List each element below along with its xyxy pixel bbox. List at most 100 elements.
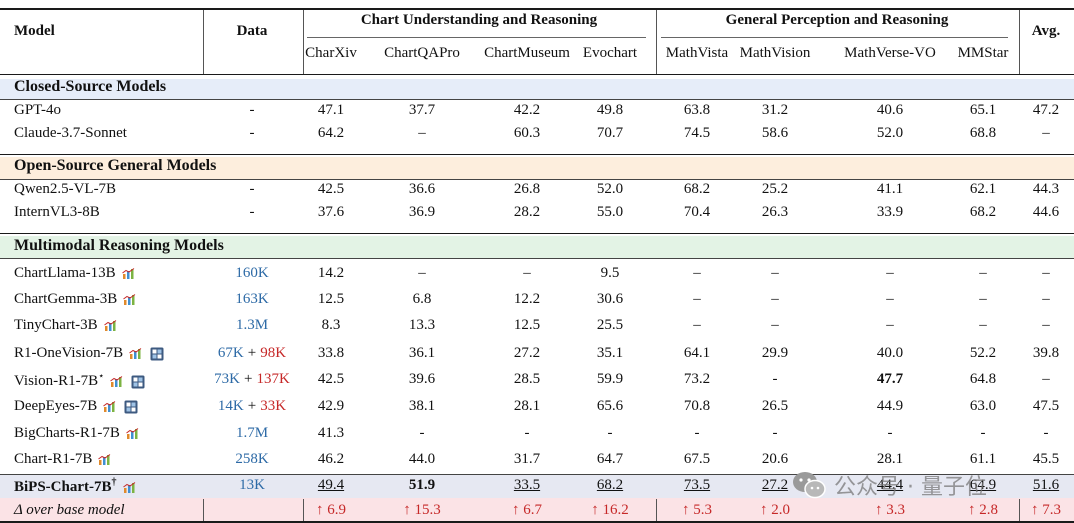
chart-data-size: 163K — [235, 291, 269, 307]
data-plus: + — [247, 345, 257, 361]
model-name: Vision-R1-7B⋆ — [14, 371, 145, 390]
score-cell: - — [772, 425, 778, 441]
score-cell: 25.2 — [761, 181, 789, 197]
bips-row-band — [0, 474, 1074, 498]
open-source-band — [0, 157, 1074, 179]
score-cell: 46.2 — [317, 451, 345, 467]
training-data: 73K +137K — [214, 371, 290, 388]
score-cell: 42.9 — [317, 398, 345, 414]
general-data-size: 33K — [260, 398, 287, 414]
score-cell: 44.3 — [1032, 181, 1060, 197]
score-cell: 62.1 — [969, 181, 997, 197]
watermark: 公众号 · 量子位 — [792, 468, 1062, 502]
score-cell: – — [1042, 291, 1050, 307]
model-superscript: ⋆ — [98, 371, 105, 382]
general-data-size: 98K — [260, 345, 287, 361]
model-name-text: ChartGemma-3B — [14, 291, 118, 307]
data-plus: + — [244, 371, 253, 387]
training-data-value: - — [249, 125, 255, 141]
vline-model — [203, 10, 204, 74]
score-cell: 14.2 — [317, 265, 345, 281]
training-data: 13K — [239, 477, 265, 494]
score-cell: 26.3 — [761, 204, 789, 220]
training-data: - — [250, 125, 255, 142]
score-cell: 47.2 — [1032, 102, 1060, 118]
score-cell: 31.2 — [761, 102, 789, 118]
score-cell: 68.2 — [969, 204, 997, 220]
training-data-value: - — [249, 204, 255, 220]
delta-cell: ↑ 6.9 — [316, 502, 346, 518]
chart-data-size: 160K — [235, 265, 269, 281]
delta-cell: ↑ 15.3 — [403, 502, 441, 518]
score-cell: 42.5 — [317, 371, 345, 387]
score-cell: 55.0 — [596, 204, 624, 220]
score-cell: 41.3 — [317, 425, 345, 441]
chart-icon — [122, 481, 135, 493]
section-open-source: Open-Source General Models — [14, 157, 217, 174]
score-cell: 47.1 — [317, 102, 345, 118]
chart-icon — [103, 319, 116, 331]
score-cell: 33.9 — [876, 204, 904, 220]
chart-data-size: 1.7M — [235, 425, 269, 441]
header-group-general: General Perception and Reasoning — [725, 12, 949, 28]
score-cell: 37.6 — [317, 204, 345, 220]
score-cell: 28.5 — [513, 371, 541, 387]
general-data-size: 137K — [256, 371, 290, 387]
general-image-icon — [131, 375, 145, 389]
delta-separator — [203, 499, 204, 521]
score-cell: – — [418, 125, 426, 141]
subheader-mathvista: MathVista — [665, 45, 729, 61]
watermark-text: 公众号 · 量子位 — [834, 475, 987, 500]
score-cell: – — [693, 317, 701, 333]
training-data-value: - — [249, 181, 255, 197]
score-cell: 47.7 — [876, 371, 904, 387]
wechat-icon — [793, 472, 826, 499]
score-cell: 68.8 — [969, 125, 997, 141]
model-name-text: BigCharts-R1-7B — [14, 425, 120, 441]
score-cell: 70.4 — [683, 204, 711, 220]
score-cell: 9.5 — [600, 265, 620, 281]
chart-icon — [98, 453, 111, 465]
score-cell: – — [1042, 317, 1050, 333]
delta-cell: ↑ 2.0 — [760, 502, 790, 518]
vline-data — [303, 10, 304, 74]
score-cell: 52.0 — [876, 125, 904, 141]
chart-data-size: 1.3M — [235, 317, 269, 333]
score-cell: 65.1 — [969, 102, 997, 118]
score-cell: 27.2 — [761, 477, 789, 493]
score-cell: 63.8 — [683, 102, 711, 118]
model-name-text: DeepEyes-7B — [14, 398, 98, 414]
top-rule — [0, 8, 1074, 10]
bips-rule — [0, 474, 1074, 475]
delta-cell: ↑ 2.8 — [968, 502, 998, 518]
training-data: 258K — [235, 451, 268, 468]
training-data: 67K +98K — [218, 345, 286, 362]
mm-top-rule — [0, 233, 1074, 234]
delta-cell: ↑ 6.7 — [512, 502, 542, 518]
chart-icon — [110, 375, 123, 387]
score-cell: 28.1 — [876, 451, 904, 467]
score-cell: – — [523, 265, 531, 281]
score-cell: 6.8 — [412, 291, 432, 307]
score-cell: – — [1042, 265, 1050, 281]
score-cell: – — [886, 291, 894, 307]
subheader-evochart: Evochart — [582, 45, 638, 61]
training-data: 163K — [235, 291, 268, 308]
score-cell: – — [886, 317, 894, 333]
score-cell: - — [524, 425, 530, 441]
subheader-mathverse-vo: MathVerse-VO — [844, 45, 936, 61]
model-name-text: ChartLlama-13B — [14, 265, 116, 281]
training-data: 1.7M — [236, 425, 268, 442]
model-name-text: Claude-3.7-Sonnet — [14, 125, 127, 141]
delta-separator — [1019, 499, 1020, 521]
chart-icon — [103, 400, 116, 412]
model-name-text: Vision-R1-7B — [14, 373, 99, 389]
score-cell: 13.3 — [408, 317, 436, 333]
score-cell: – — [886, 265, 894, 281]
subheader-mathvision: MathVision — [739, 45, 811, 61]
score-cell: – — [1042, 371, 1050, 387]
score-cell: 49.4 — [317, 477, 345, 493]
score-cell: 58.6 — [761, 125, 789, 141]
header-rule — [0, 74, 1074, 75]
score-cell: 73.5 — [683, 477, 711, 493]
